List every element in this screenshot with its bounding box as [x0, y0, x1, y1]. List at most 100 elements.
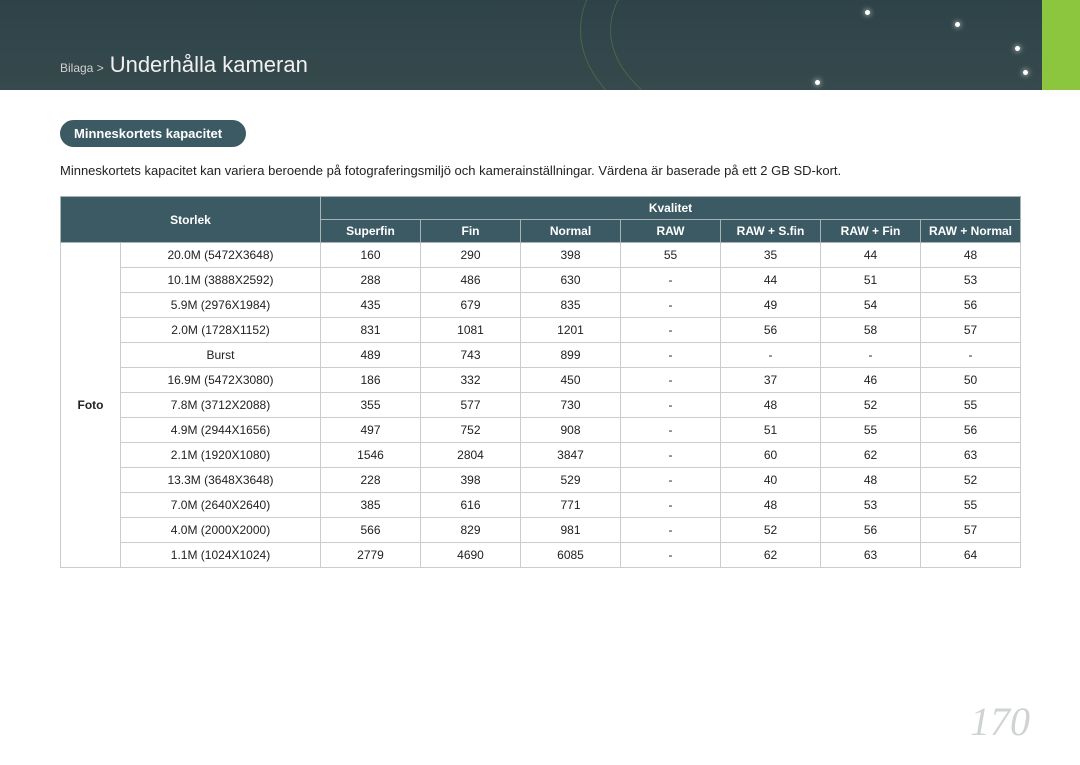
size-cell: 10.1M (3888X2592) — [121, 268, 321, 293]
value-cell: 52 — [921, 468, 1021, 493]
value-cell: 63 — [921, 443, 1021, 468]
value-cell: - — [621, 368, 721, 393]
value-cell: 48 — [921, 243, 1021, 268]
value-cell: 54 — [821, 293, 921, 318]
value-cell: 52 — [821, 393, 921, 418]
value-cell: 35 — [721, 243, 821, 268]
value-cell: 62 — [721, 543, 821, 568]
value-cell: 771 — [521, 493, 621, 518]
th-quality-col: Fin — [421, 220, 521, 243]
value-cell: 55 — [821, 418, 921, 443]
value-cell: 64 — [921, 543, 1021, 568]
value-cell: 1546 — [321, 443, 421, 468]
value-cell: - — [621, 268, 721, 293]
value-cell: 48 — [721, 393, 821, 418]
value-cell: - — [621, 318, 721, 343]
table-row: 7.0M (2640X2640)385616771-485355 — [61, 493, 1021, 518]
value-cell: 616 — [421, 493, 521, 518]
value-cell: 288 — [321, 268, 421, 293]
decor-curve — [610, 0, 1080, 90]
decor-dot — [955, 22, 960, 27]
value-cell: 566 — [321, 518, 421, 543]
decor-dot — [815, 80, 820, 85]
value-cell: - — [621, 393, 721, 418]
size-cell: 2.0M (1728X1152) — [121, 318, 321, 343]
value-cell: 355 — [321, 393, 421, 418]
th-quality: Kvalitet — [321, 197, 1021, 220]
size-cell: 4.0M (2000X2000) — [121, 518, 321, 543]
decor-dot — [1023, 70, 1028, 75]
size-cell: Burst — [121, 343, 321, 368]
value-cell: 52 — [721, 518, 821, 543]
value-cell: 46 — [821, 368, 921, 393]
page-title: Underhålla kameran — [110, 52, 308, 78]
capacity-table: Storlek Kvalitet SuperfinFinNormalRAWRAW… — [60, 196, 1021, 568]
value-cell: 53 — [821, 493, 921, 518]
value-cell: 50 — [921, 368, 1021, 393]
value-cell: 730 — [521, 393, 621, 418]
value-cell: 630 — [521, 268, 621, 293]
th-quality-col: Normal — [521, 220, 621, 243]
value-cell: 6085 — [521, 543, 621, 568]
breadcrumb: Bilaga > Underhålla kameran — [60, 52, 308, 78]
value-cell: 332 — [421, 368, 521, 393]
table-row: 7.8M (3712X2088)355577730-485255 — [61, 393, 1021, 418]
value-cell: - — [621, 443, 721, 468]
value-cell: 981 — [521, 518, 621, 543]
value-cell: 908 — [521, 418, 621, 443]
value-cell: - — [621, 468, 721, 493]
value-cell: 1201 — [521, 318, 621, 343]
table-row: 2.0M (1728X1152)83110811201-565857 — [61, 318, 1021, 343]
value-cell: 44 — [821, 243, 921, 268]
value-cell: 829 — [421, 518, 521, 543]
value-cell: 56 — [921, 418, 1021, 443]
value-cell: 679 — [421, 293, 521, 318]
size-cell: 7.0M (2640X2640) — [121, 493, 321, 518]
value-cell: 497 — [321, 418, 421, 443]
value-cell: 55 — [621, 243, 721, 268]
value-cell: 186 — [321, 368, 421, 393]
value-cell: 4690 — [421, 543, 521, 568]
table-row: 2.1M (1920X1080)154628043847-606263 — [61, 443, 1021, 468]
value-cell: 398 — [521, 243, 621, 268]
size-cell: 5.9M (2976X1984) — [121, 293, 321, 318]
value-cell: - — [621, 343, 721, 368]
value-cell: 385 — [321, 493, 421, 518]
size-cell: 7.8M (3712X2088) — [121, 393, 321, 418]
th-quality-col: RAW + Fin — [821, 220, 921, 243]
value-cell: - — [621, 293, 721, 318]
value-cell: - — [621, 543, 721, 568]
value-cell: 51 — [821, 268, 921, 293]
value-cell: 752 — [421, 418, 521, 443]
table-row: 1.1M (1024X1024)277946906085-626364 — [61, 543, 1021, 568]
value-cell: 398 — [421, 468, 521, 493]
decor-dot — [865, 10, 870, 15]
value-cell: 56 — [921, 293, 1021, 318]
value-cell: 899 — [521, 343, 621, 368]
value-cell: 450 — [521, 368, 621, 393]
value-cell: - — [621, 493, 721, 518]
page-number: 170 — [970, 698, 1030, 745]
value-cell: 57 — [921, 518, 1021, 543]
table-row: 13.3M (3648X3648)228398529-404852 — [61, 468, 1021, 493]
value-cell: 228 — [321, 468, 421, 493]
value-cell: 529 — [521, 468, 621, 493]
value-cell: 489 — [321, 343, 421, 368]
size-cell: 20.0M (5472X3648) — [121, 243, 321, 268]
value-cell: 56 — [821, 518, 921, 543]
value-cell: 37 — [721, 368, 821, 393]
value-cell: 2804 — [421, 443, 521, 468]
value-cell: 743 — [421, 343, 521, 368]
table-row: Foto20.0M (5472X3648)16029039855354448 — [61, 243, 1021, 268]
th-quality-col: Superfin — [321, 220, 421, 243]
value-cell: 63 — [821, 543, 921, 568]
value-cell: 3847 — [521, 443, 621, 468]
value-cell: 831 — [321, 318, 421, 343]
value-cell: - — [821, 343, 921, 368]
value-cell: 577 — [421, 393, 521, 418]
value-cell: 290 — [421, 243, 521, 268]
value-cell: 58 — [821, 318, 921, 343]
value-cell: 57 — [921, 318, 1021, 343]
size-cell: 2.1M (1920X1080) — [121, 443, 321, 468]
value-cell: - — [621, 518, 721, 543]
